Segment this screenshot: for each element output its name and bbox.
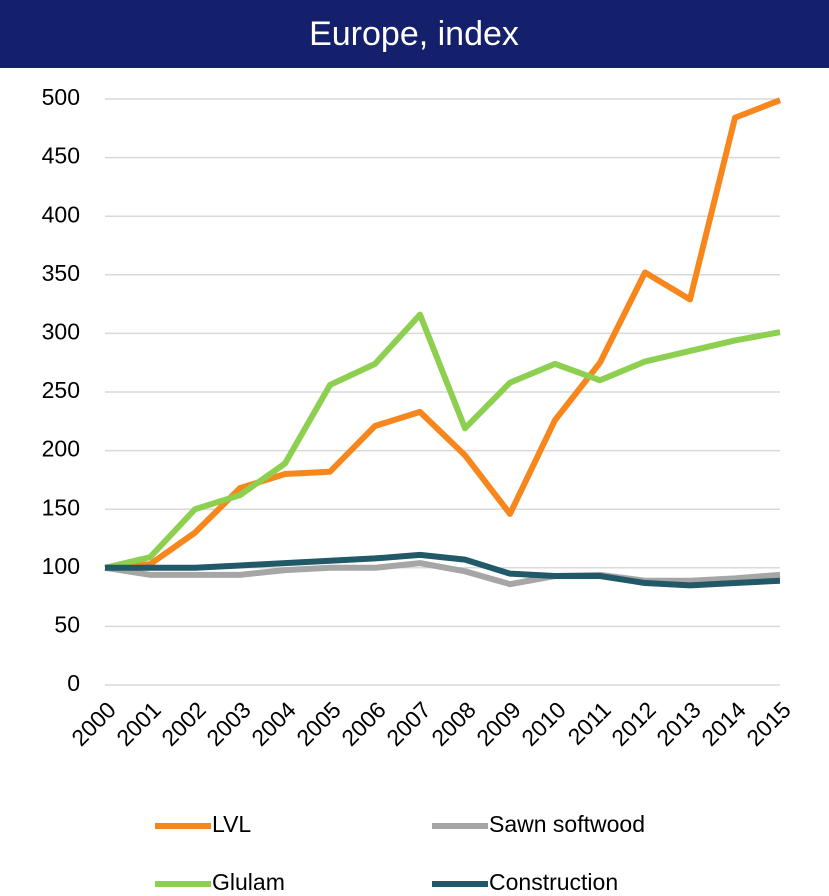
legend-label: Glulam [212, 869, 285, 895]
title-bar [0, 0, 829, 68]
x-tick-label: 2015 [741, 696, 796, 751]
y-tick-label: 200 [42, 436, 80, 462]
y-tick-label: 150 [42, 494, 80, 520]
x-tick-label: 2001 [111, 696, 166, 751]
x-tick-label: 2012 [606, 696, 661, 751]
line-series [104, 311, 781, 571]
y-tick-label: 450 [42, 143, 80, 169]
x-tick-label: 2005 [291, 696, 346, 751]
x-tick-label: 2006 [336, 696, 391, 751]
x-tick-label: 2003 [201, 696, 256, 751]
y-tick-label: 100 [42, 553, 80, 579]
x-tick-label: 2014 [696, 696, 751, 751]
legend-label: LVL [212, 811, 251, 837]
x-tick-label: 2000 [66, 696, 121, 751]
x-tick-label: 2004 [246, 696, 301, 751]
x-tick-label: 2011 [562, 696, 615, 749]
y-tick-label: 250 [42, 377, 80, 403]
line-series [105, 551, 781, 589]
y-tick-label: 300 [42, 318, 80, 344]
chart-title: Europe, index [309, 15, 519, 53]
x-tick-label: 2009 [471, 696, 526, 751]
x-tick-label: 2008 [426, 696, 481, 751]
legend-label: Construction [489, 869, 618, 895]
y-tick-label: 50 [54, 611, 80, 637]
x-tick-label: 2013 [651, 696, 706, 751]
line-series [104, 560, 781, 588]
y-tick-label: 400 [42, 201, 80, 227]
y-tick-label: 500 [42, 84, 80, 110]
line-series [104, 97, 782, 571]
x-tick-label: 2010 [516, 696, 571, 751]
legend-label: Sawn softwood [489, 811, 645, 837]
x-tick-label: 2002 [156, 696, 211, 751]
x-tick-label: 2007 [381, 696, 436, 751]
y-tick-label: 0 [67, 670, 80, 696]
y-tick-label: 350 [42, 260, 80, 286]
